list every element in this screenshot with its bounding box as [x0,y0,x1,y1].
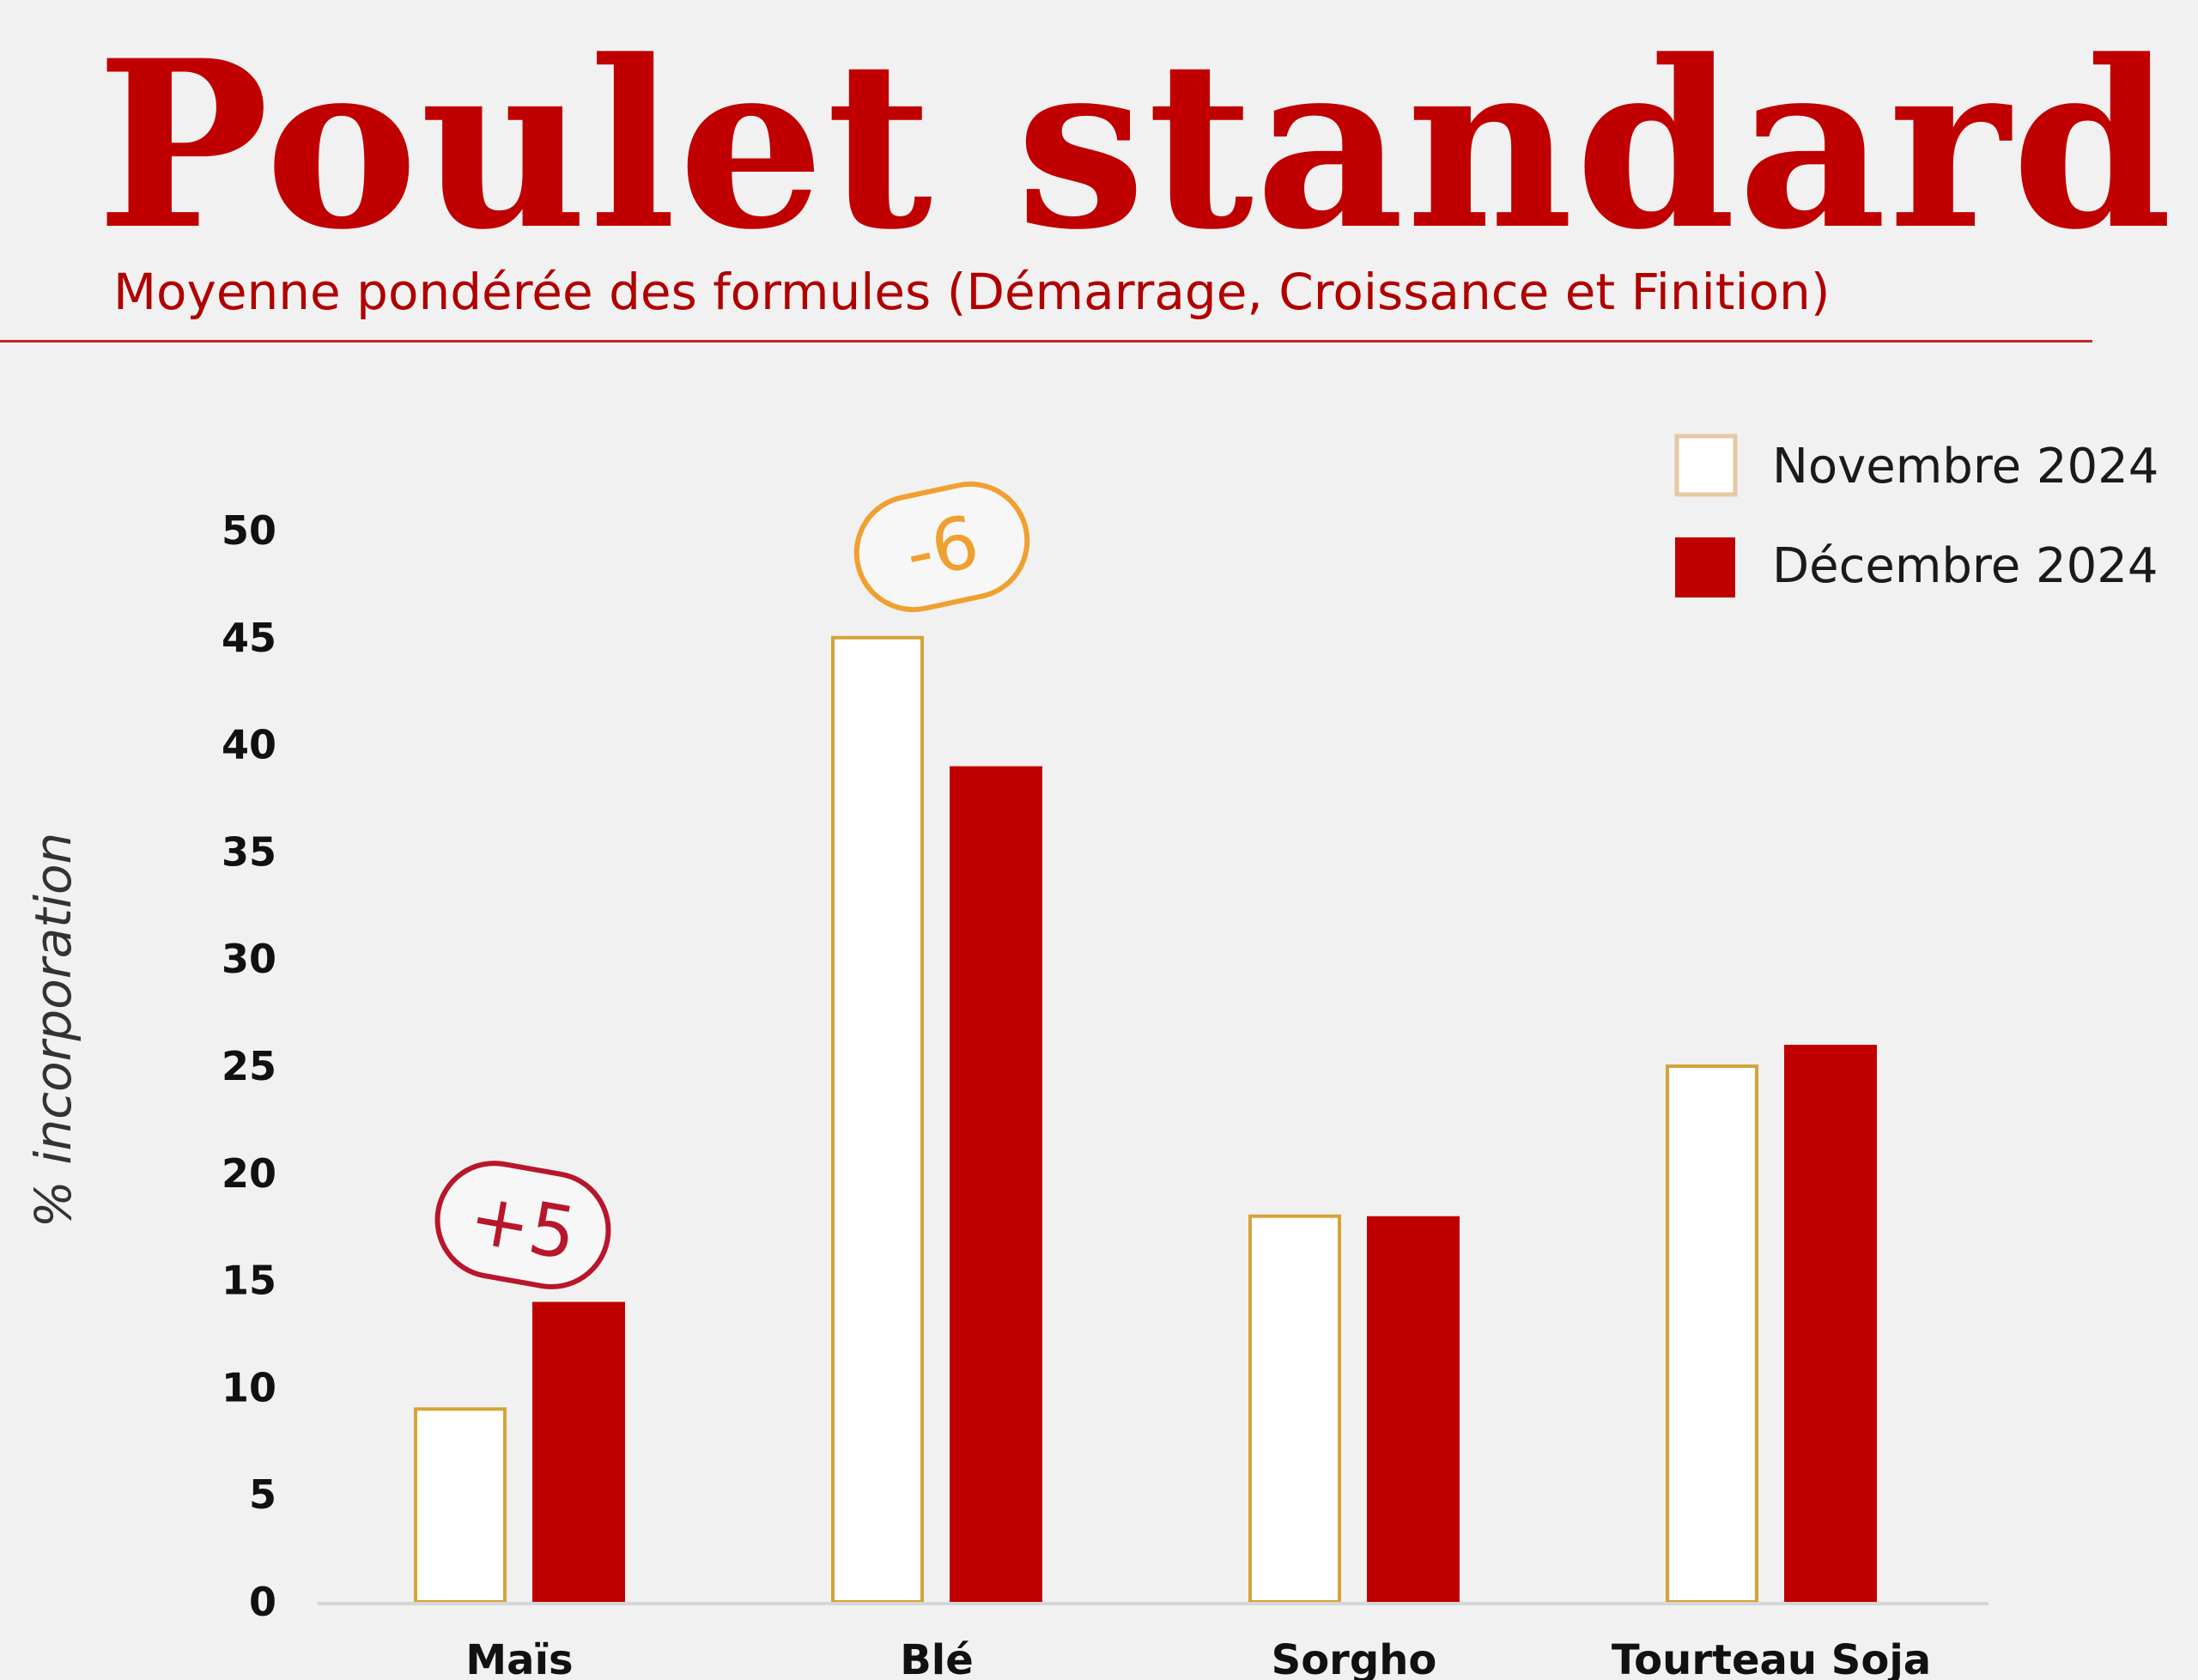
title-divider [0,340,2092,343]
category-labels: Maïs Blé Sorgho Tourteau Soja [465,1636,1931,1680]
change-badge: +5 [434,1161,611,1289]
y-tick-label: 50 [222,507,276,554]
change-badge-label: +5 [463,1175,582,1277]
legend: Novembre 2024 Décembre 2024 [1674,434,2159,597]
y-tick-label: 30 [222,936,276,982]
y-tick-label: 5 [249,1471,276,1518]
legend-swatch-decembre [1675,537,1735,597]
category-label: Blé [900,1636,974,1680]
change-badge: -6 [853,481,1030,613]
category-label: Tourteau Soja [1612,1636,1931,1680]
bar-decembre-2024 [950,766,1042,1602]
chart-title: Poulet standard [96,10,2175,281]
legend-label-novembre: Novembre 2024 [1772,439,2159,494]
y-tick-label: 0 [249,1579,276,1625]
y-tick-labels: 0 5 10 15 20 25 30 35 40 45 50 [222,507,276,1625]
chart-subtitle: Moyenne pondérée des formules (Démarrage… [113,263,1831,321]
bar-novembre-2024 [831,635,924,1604]
y-tick-label: 15 [222,1258,276,1304]
y-tick-label: 40 [222,722,276,768]
y-axis-title: % incorporation [24,833,82,1228]
category-label: Maïs [465,1636,573,1680]
legend-label-decembre: Décembre 2024 [1772,538,2158,594]
y-tick-label: 35 [222,828,276,875]
change-badge-outline [434,1161,611,1289]
bar-novembre-2024 [414,1407,507,1604]
y-tick-label: 45 [222,615,276,661]
legend-swatch-novembre [1674,434,1738,497]
bar-novembre-2024 [1666,1064,1758,1604]
bars [414,635,1877,1604]
change-badge-outline [853,481,1030,613]
category-label: Sorgho [1272,1636,1437,1680]
change-badge-label: -6 [898,499,986,596]
bar-novembre-2024 [1248,1214,1341,1604]
bar-decembre-2024 [532,1301,625,1602]
y-tick-label: 20 [222,1150,276,1197]
bar-decembre-2024 [1784,1045,1877,1602]
change-annotations: +5 -6 [434,481,1030,1289]
y-tick-label: 25 [222,1043,276,1089]
bar-decembre-2024 [1367,1216,1460,1602]
y-axis-title-group: % incorporation [24,833,82,1228]
y-tick-label: 10 [222,1364,276,1410]
